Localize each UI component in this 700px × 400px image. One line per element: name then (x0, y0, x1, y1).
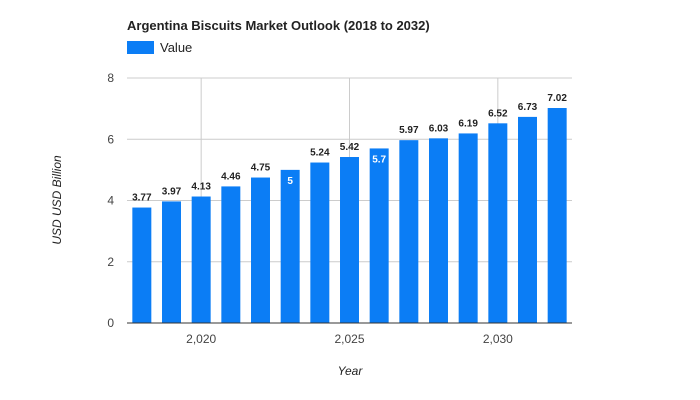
bar (310, 162, 330, 323)
bar (191, 196, 211, 323)
bar (162, 201, 181, 323)
x-tick-label: 2,025 (334, 332, 364, 346)
data-label: 5.42 (340, 142, 360, 153)
bar (280, 169, 300, 323)
data-label: 6.52 (488, 108, 508, 119)
data-label: 5.24 (310, 148, 330, 159)
legend[interactable]: Value (127, 40, 192, 55)
data-label: 6.73 (518, 102, 538, 113)
data-label: 4.46 (221, 171, 241, 182)
bar (251, 177, 270, 323)
data-label: 7.02 (547, 93, 567, 104)
bar (518, 116, 537, 323)
legend-label: Value (160, 40, 193, 55)
x-axis-title: Year (337, 364, 363, 378)
y-tick-label: 4 (107, 194, 114, 208)
x-tick-label: 2,030 (483, 332, 513, 346)
data-label: 4.13 (191, 182, 211, 193)
y-tick-label: 0 (107, 316, 114, 330)
data-label: 3.97 (162, 186, 182, 197)
data-label: 6.03 (429, 123, 449, 134)
legend-swatch (127, 41, 154, 54)
bar (458, 133, 478, 323)
y-tick-label: 6 (107, 132, 114, 146)
bar (369, 148, 389, 323)
bar (340, 157, 359, 323)
data-label: 3.77 (132, 193, 152, 204)
data-label: 5 (287, 176, 293, 187)
chart-title: Argentina Biscuits Market Outlook (2018 … (127, 18, 430, 33)
bar (488, 123, 508, 323)
bar (221, 186, 241, 323)
bar (547, 108, 567, 323)
x-tick-label: 2,020 (186, 332, 216, 346)
bar (132, 207, 152, 323)
bar (429, 138, 448, 323)
data-label: 5.7 (372, 154, 386, 165)
data-label: 6.19 (458, 118, 478, 129)
data-label: 5.97 (399, 125, 419, 136)
bar (399, 140, 419, 323)
y-tick-label: 2 (107, 255, 114, 269)
y-tick-label: 8 (107, 71, 114, 85)
data-label: 4.75 (251, 163, 271, 174)
